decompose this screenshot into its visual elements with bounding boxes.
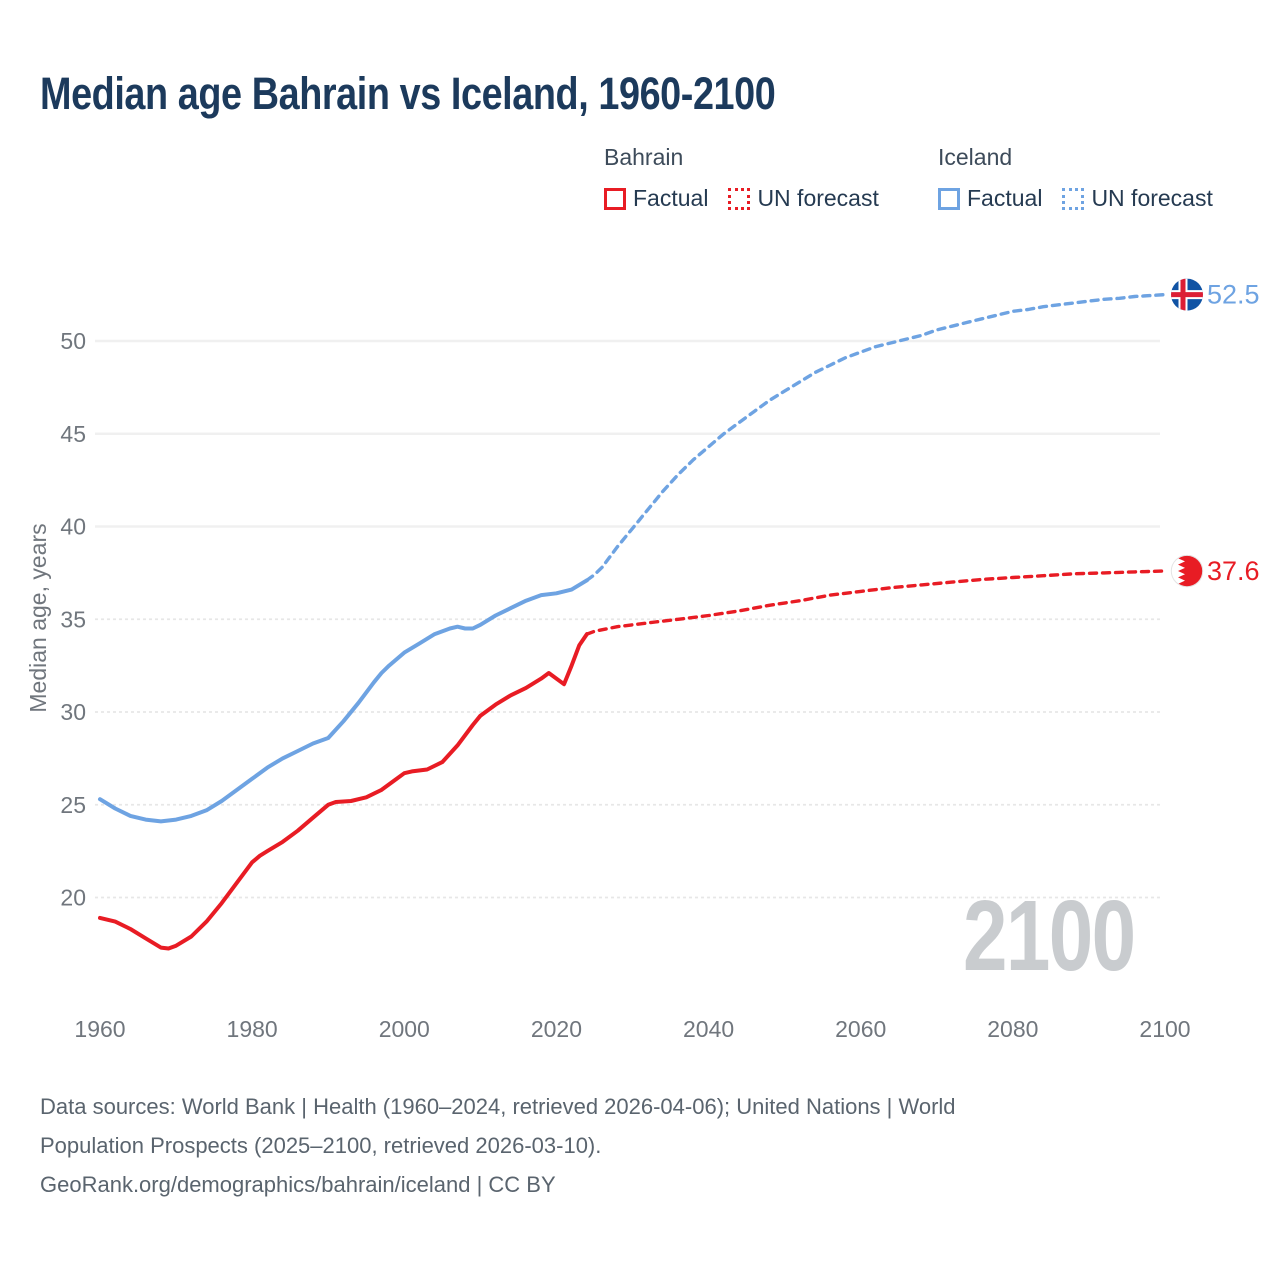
legend-group-title: Iceland xyxy=(938,144,1013,170)
x-tick-label: 2080 xyxy=(987,1016,1038,1042)
legend-item-label: Factual xyxy=(633,185,709,211)
legend-swatch-solid-icon xyxy=(938,187,960,210)
legend-swatch-dotted-icon xyxy=(1062,187,1085,210)
watermark-year: 2100 xyxy=(963,880,1136,992)
x-tick-label: 2060 xyxy=(835,1016,886,1042)
legend-swatch-solid-icon xyxy=(604,187,626,210)
y-tick-label: 20 xyxy=(60,885,86,911)
legend-items-iceland: Factual UN forecast xyxy=(938,185,1213,212)
legend-group-bahrain: Bahrain Factual UN forecast xyxy=(604,144,938,212)
legend-item-iceland-forecast[interactable]: UN forecast xyxy=(1062,185,1213,212)
x-tick-label: 2020 xyxy=(531,1016,582,1042)
series-bahrain-factual xyxy=(98,632,589,951)
y-tick-label: 25 xyxy=(60,792,86,818)
legend-item-label: UN forecast xyxy=(1091,185,1213,211)
end-value-label-iceland: 52.5 xyxy=(1207,280,1260,310)
legend-group-iceland: Iceland Factual UN forecast xyxy=(938,144,1213,212)
footer-attribution: GeoRank.org/demographics/bahrain/iceland… xyxy=(40,1172,556,1197)
x-tick-label: 1980 xyxy=(227,1016,278,1042)
flag-serration xyxy=(1178,555,1203,588)
legend-item-bahrain-factual[interactable]: Factual xyxy=(604,185,708,212)
flag-ring xyxy=(1170,554,1204,588)
legend-item-label: Factual xyxy=(967,185,1043,211)
legend: Bahrain Factual UN forecast Iceland Fact… xyxy=(604,144,1213,212)
flag-cross xyxy=(1180,278,1186,311)
legend-group-title: Bahrain xyxy=(604,144,684,170)
y-tick-label: 40 xyxy=(60,514,86,540)
end-value-label-bahrain: 37.6 xyxy=(1207,556,1260,586)
series-bahrain-forecast xyxy=(585,569,1167,636)
y-axis-title: Median age, years xyxy=(25,523,51,712)
y-tick-label: 30 xyxy=(60,699,86,725)
page-title: Median age Bahrain vs Iceland, 1960-2100 xyxy=(40,68,776,119)
y-tick-label: 45 xyxy=(60,421,86,447)
series-iceland-forecast xyxy=(585,292,1167,582)
footer-sources-line1: Data sources: World Bank | Health (1960–… xyxy=(40,1094,956,1119)
bahrain-flag-icon xyxy=(1171,555,1203,588)
y-tick-label: 50 xyxy=(60,328,86,354)
legend-item-label: UN forecast xyxy=(757,185,879,211)
footer: Data sources: World Bank | Health (1960–… xyxy=(40,1087,1200,1204)
iceland-flag-icon xyxy=(1171,278,1203,311)
legend-item-iceland-factual[interactable]: Factual xyxy=(938,185,1042,212)
legend-items-bahrain: Factual UN forecast xyxy=(604,185,938,212)
series-iceland-factual xyxy=(98,578,589,824)
flag-cross xyxy=(1171,292,1203,298)
legend-item-bahrain-forecast[interactable]: UN forecast xyxy=(728,185,879,212)
x-tick-label: 1960 xyxy=(74,1016,125,1042)
x-tick-label: 2040 xyxy=(683,1016,734,1042)
footer-sources-line2: Population Prospects (2025–2100, retriev… xyxy=(40,1133,602,1158)
y-tick-label: 35 xyxy=(60,606,86,632)
x-tick-label: 2000 xyxy=(379,1016,430,1042)
x-tick-label: 2100 xyxy=(1139,1016,1190,1042)
legend-swatch-dotted-icon xyxy=(728,187,751,210)
